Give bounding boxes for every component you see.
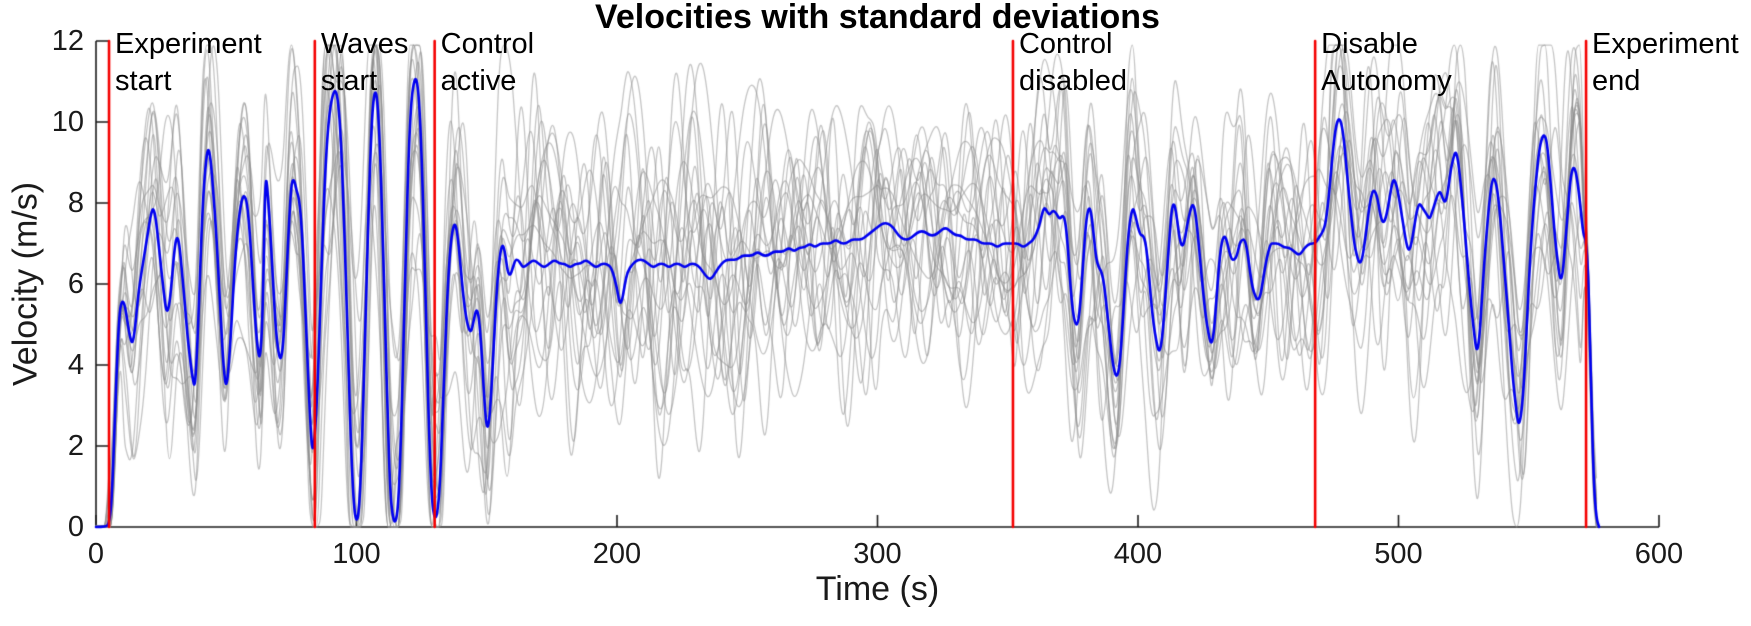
chart-title: Velocities with standard deviations (595, 0, 1160, 36)
x-tick-label: 500 (1374, 538, 1423, 570)
x-tick-label: 300 (853, 538, 902, 570)
x-tick-label: 400 (1113, 538, 1163, 570)
event-label: Control disabled (1018, 28, 1127, 97)
event-label: Experiment start (115, 28, 262, 97)
y-tick-label: 6 (67, 268, 84, 300)
x-tick-label: 0 (87, 538, 105, 570)
x-tick-label: 100 (332, 538, 381, 570)
event-label: Experiment end (1592, 28, 1739, 97)
y-tick-label: 10 (51, 106, 84, 138)
x-tick-label: 600 (1634, 538, 1684, 570)
event-label: Control active (440, 28, 535, 97)
y-tick-label: 0 (67, 511, 84, 543)
event-label: Waves start (320, 28, 409, 97)
x-tick-label: 200 (592, 538, 642, 570)
y-tick-label: 2 (67, 430, 84, 462)
event-label: Disable Autonomy (1321, 28, 1452, 97)
y-tick-label: 12 (51, 25, 84, 57)
x-axis-label: Time (s) (815, 570, 940, 608)
y-tick-label: 4 (67, 349, 84, 381)
y-tick-label: 8 (67, 187, 84, 219)
